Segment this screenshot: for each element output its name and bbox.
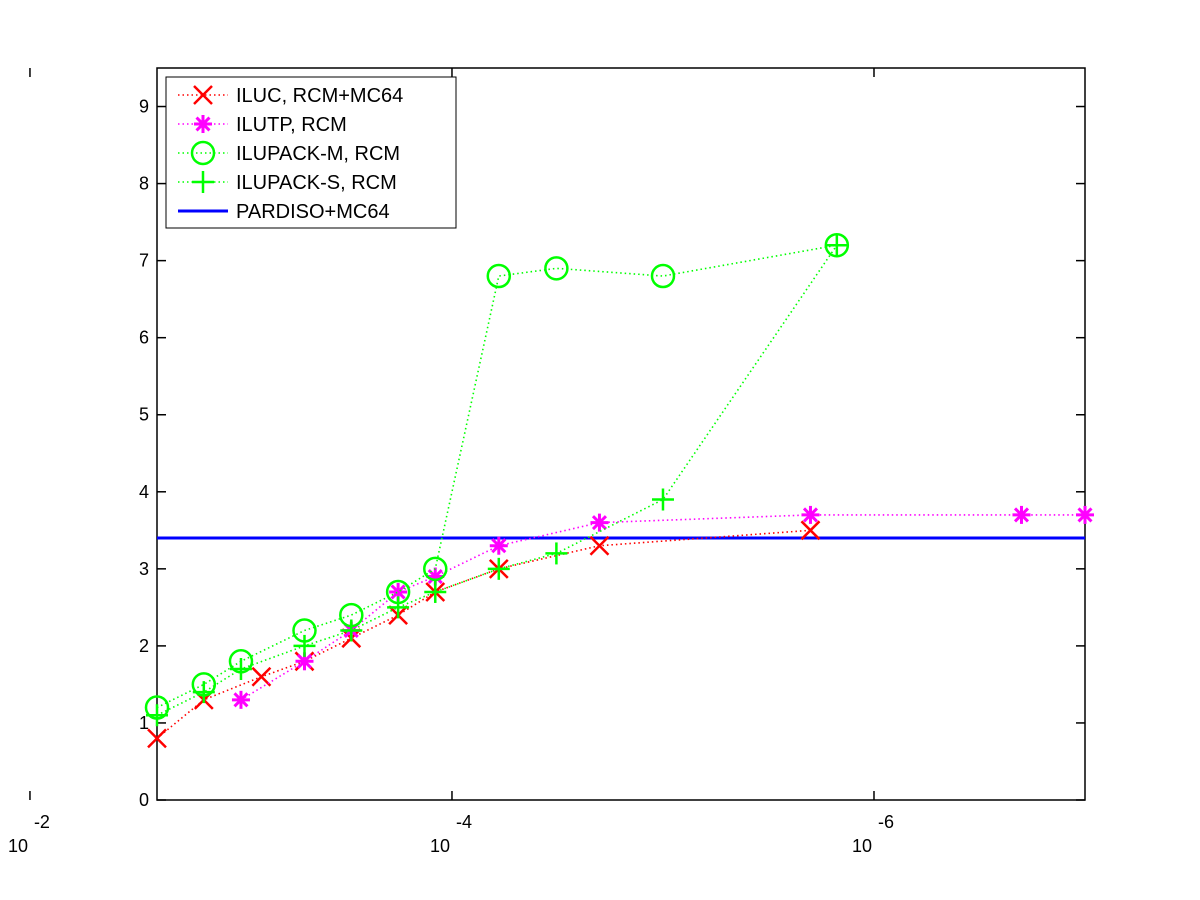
- series-line: [156, 244, 837, 709]
- legend-item: PARDISO+MC64: [178, 201, 390, 223]
- data-point: [801, 505, 820, 524]
- y-tick-label: 1: [139, 713, 149, 733]
- point-marker: [544, 256, 569, 281]
- axes: 0 1 2 3 4 5 6 7 8 9 -2 10 -4 10 -6 10: [8, 68, 1085, 856]
- data-point: [1012, 505, 1031, 524]
- point-marker: [491, 538, 507, 554]
- data-point: [825, 234, 848, 257]
- y-tick-label: 8: [139, 174, 149, 194]
- series-3: [146, 234, 848, 727]
- point-marker: [800, 520, 821, 541]
- point-marker: [296, 653, 313, 669]
- data-point: [651, 488, 674, 511]
- point-marker: [251, 666, 272, 687]
- legend-label: PARDISO+MC64: [236, 201, 390, 223]
- x-tick-exponent: -4: [456, 812, 472, 832]
- data-point: [424, 580, 447, 603]
- point-marker: [1013, 507, 1030, 523]
- data-point: [545, 542, 568, 565]
- y-tick-label: 0: [139, 790, 149, 810]
- data-point: [487, 557, 510, 580]
- legend: ILUC, RCM+MC64 ILUTP, RCM ILUPACK-M, RCM IL…: [165, 76, 457, 229]
- data-point: [1076, 505, 1094, 524]
- y-tick-label: 9: [139, 97, 149, 117]
- data-point: [544, 256, 569, 281]
- point-marker: [650, 263, 676, 289]
- data-point: [489, 536, 508, 555]
- data-point: [800, 520, 821, 541]
- data-point: [293, 634, 316, 657]
- legend-marker: [190, 140, 216, 166]
- data-point: [589, 535, 610, 556]
- series-layer: [144, 232, 1094, 749]
- legend-marker: [193, 85, 213, 105]
- x-tick-base: 10: [852, 836, 872, 856]
- legend-marker: [195, 116, 211, 132]
- data-point: [231, 690, 250, 709]
- data-point: [486, 263, 512, 289]
- x-tick-base: 10: [8, 836, 28, 856]
- x-tick-base: 10: [430, 836, 450, 856]
- series-line: [156, 244, 838, 716]
- y-tick-label: 6: [139, 328, 149, 348]
- point-marker: [1077, 507, 1093, 523]
- legend-item: ILUPACK-M, RCM: [178, 140, 400, 166]
- data-point: [650, 263, 676, 289]
- data-point: [423, 556, 448, 582]
- series-line: [240, 514, 1085, 701]
- point-marker: [802, 507, 819, 523]
- point-marker: [486, 263, 512, 289]
- data-point: [229, 658, 252, 681]
- point-marker: [589, 535, 610, 556]
- y-tick-label: 5: [139, 405, 149, 425]
- point-marker: [591, 515, 608, 531]
- legend-label: ILUTP, RCM: [236, 114, 347, 136]
- point-marker: [423, 556, 448, 582]
- data-point: [389, 582, 408, 601]
- legend-label: ILUPACK-M, RCM: [236, 143, 400, 165]
- x-tick-exponent: -2: [34, 812, 50, 832]
- y-tick-label: 3: [139, 559, 149, 579]
- point-marker: [233, 692, 249, 708]
- legend-label: ILUPACK-S, RCM: [236, 172, 397, 194]
- data-point: [590, 513, 609, 532]
- data-point: [251, 666, 272, 687]
- x-tick-exponent: -6: [878, 812, 894, 832]
- y-tick-label: 4: [139, 482, 149, 502]
- data-point: [146, 704, 168, 727]
- legend-label: ILUC, RCM+MC64: [236, 85, 403, 107]
- legend-item: ILUTP, RCM: [178, 114, 347, 136]
- data-point: [147, 728, 167, 749]
- legend-item: ILUPACK-S, RCM: [178, 171, 397, 194]
- data-point: [387, 596, 410, 619]
- data-point: [192, 681, 215, 704]
- point-marker: [427, 569, 443, 585]
- y-tick-label: 2: [139, 636, 149, 656]
- point-marker: [390, 584, 406, 600]
- legend-item: ILUC, RCM+MC64: [178, 85, 403, 107]
- data-point: [340, 619, 363, 642]
- y-tick-label: 7: [139, 251, 149, 271]
- point-marker: [147, 728, 167, 749]
